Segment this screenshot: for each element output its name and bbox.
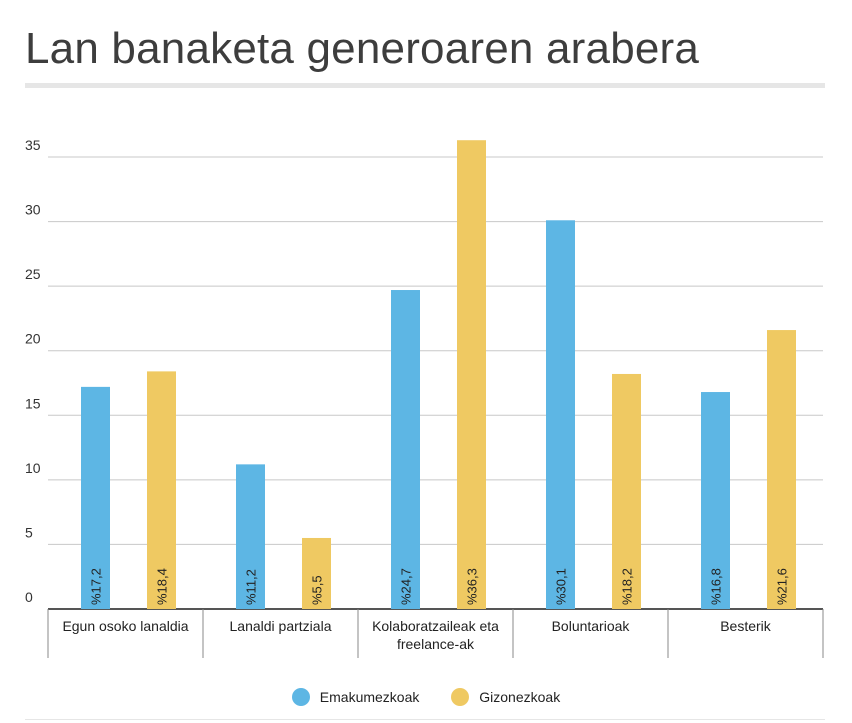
legend-swatch-women <box>291 688 310 706</box>
title-underline <box>25 83 825 88</box>
bar-women[interactable] <box>701 392 730 609</box>
bar-data-label: %18,2 <box>620 568 635 605</box>
legend-label-men: Gizonezkoak <box>479 689 561 705</box>
x-category-label: Boluntarioak <box>552 618 631 634</box>
chart-title: Lan banaketa generoaren arabera <box>25 24 700 73</box>
y-tick-label: 10 <box>25 460 41 476</box>
bar-men[interactable] <box>457 140 486 609</box>
bar-women[interactable] <box>546 220 575 609</box>
bar-men[interactable] <box>302 537 331 609</box>
bar-women[interactable] <box>391 290 420 609</box>
bar-men[interactable] <box>767 330 796 609</box>
bar-chart: 0 5 10 15 20 25 30 35 %17,2 %18,4 Egun osoko lanal… <box>25 137 824 658</box>
bar-data-label: %16,8 <box>709 568 724 605</box>
x-category-label: Lanaldi partziala <box>230 618 332 634</box>
bar-data-label: %18,4 <box>155 568 170 605</box>
y-tick-label: 30 <box>25 202 41 218</box>
y-tick-label: 20 <box>25 331 41 347</box>
y-tick-label: 15 <box>25 395 41 411</box>
legend-item-men[interactable]: Gizonezkoak <box>451 688 560 706</box>
bar-data-label: %30,1 <box>554 568 569 605</box>
bar-men[interactable] <box>147 371 176 609</box>
y-tick-label: 5 <box>25 524 33 540</box>
bar-women[interactable] <box>81 386 110 609</box>
x-category-label: Egun osoko lanaldia <box>62 618 188 634</box>
y-tick-label: 35 <box>25 137 41 153</box>
x-category-label: freelance-ak <box>397 636 475 652</box>
bar-women[interactable] <box>236 464 265 609</box>
legend-label-women: Emakumezkoak <box>319 689 420 705</box>
bar-data-label: %36,3 <box>465 568 480 605</box>
bottom-divider <box>25 719 825 720</box>
y-tick-label: 25 <box>25 266 41 282</box>
x-category-label: Besterik <box>720 618 772 634</box>
bar-data-label: %17,2 <box>89 568 104 605</box>
bar-data-label: %21,6 <box>775 568 790 605</box>
bar-men[interactable] <box>612 373 641 609</box>
y-tick-label: 0 <box>25 589 33 605</box>
bar-data-label: %11,2 <box>244 569 259 605</box>
bar-data-label: %24,7 <box>399 568 414 605</box>
x-category-label: Kolaboratzaileak eta <box>372 618 499 634</box>
bar-data-label: %5,5 <box>310 575 325 605</box>
legend: Emakumezkoak Gizonezkoak <box>0 688 852 709</box>
legend-swatch-men <box>451 688 470 706</box>
legend-item-women[interactable]: Emakumezkoak <box>291 688 420 706</box>
